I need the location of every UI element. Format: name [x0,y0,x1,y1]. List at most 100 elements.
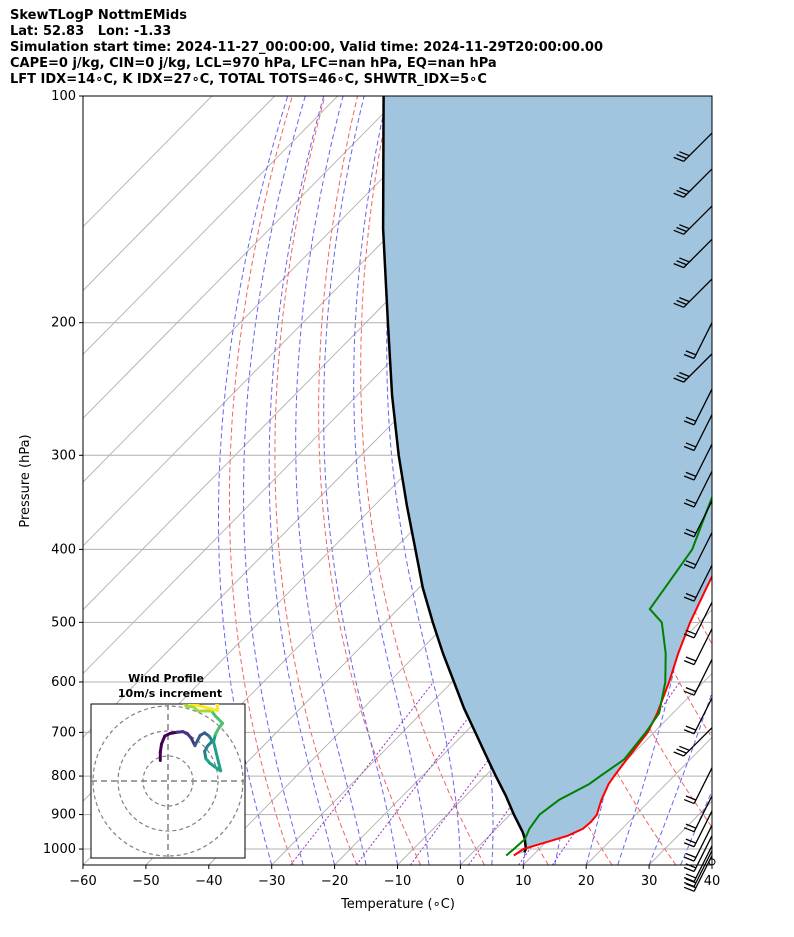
barb-feather [679,151,690,157]
barb-staff [693,470,713,508]
barb-feather [676,153,687,160]
barb-feather [673,751,684,757]
barb-feather [683,881,695,888]
barb-feather [685,471,697,478]
barb-feather [683,827,695,833]
y-tick-label: 900 [51,808,76,823]
barb-feather [685,873,697,879]
y-tick-label: 500 [51,615,76,630]
barb-staff [683,238,713,269]
wind-barb [683,470,713,508]
barb-feather [685,863,697,869]
x-axis: −60 −50 −40 −30 −20 −10 0 10 20 30 40 [69,865,720,889]
barb-feather [683,353,695,360]
barb-feather [685,442,697,448]
dry-adiabat [748,96,794,865]
moist-adiabat [268,96,336,865]
temperature-profile-line [513,574,712,857]
barb-staff [693,850,713,887]
hodograph-ring [117,730,219,832]
y-tick-label: 700 [51,725,76,740]
x-tick-label: −60 [69,874,96,889]
barb-staff [693,565,713,602]
wind-barb [683,388,713,426]
hodograph-title: Wind Profile [128,672,204,685]
wind-barb [673,168,713,198]
y-tick-label: 400 [51,542,76,557]
x-tick-label: 30 [641,874,658,889]
wind-barb [673,727,713,757]
moist-adiabat [295,96,367,865]
x-tick-label: −40 [195,874,222,889]
wind-barb [683,697,713,735]
dry-adiabat [318,96,422,865]
dry-adiabat [274,96,358,865]
wind-barb [683,795,713,833]
barb-feather [685,823,697,829]
dry-adiabat [229,96,294,865]
hodograph-segment [213,714,225,725]
wind-barb [673,353,713,383]
barb-feather [685,498,697,505]
isotherm [711,864,712,865]
moist-adiabat [648,690,712,865]
isotherm [522,672,712,865]
barb-feather [676,260,687,266]
y-tick-label: 100 [51,89,76,104]
wind-barb [683,414,713,452]
wind-barb [673,238,713,269]
barb-staff [693,322,713,359]
wind-barbs [673,132,716,892]
barb-feather [676,189,687,196]
y-tick-label: 600 [51,675,76,690]
moist-adiabat [243,96,306,865]
barb-feather [683,475,695,481]
barb-feather [683,420,695,426]
y-tick-label: 300 [51,448,76,463]
y-axis-label: Pressure (hPa) [18,434,33,527]
barb-feather [685,656,697,662]
moist-adiabat [386,96,461,865]
barb-staff [693,443,713,481]
cape-line: CAPE=0 j/kg, CIN=0 j/kg, LCL=970 hPa, LF… [10,56,497,71]
barb-feather [683,502,695,508]
barb-feather [683,690,695,696]
isotherm [83,96,276,292]
wind-barb [683,500,713,538]
x-tick-label: 10 [515,874,532,889]
barb-feather [685,528,697,534]
mixing-ratio-line [355,681,497,865]
barb-feather [685,838,697,844]
barb-feather [676,299,687,306]
x-axis-label: Temperature (∘C) [340,897,455,912]
x-tick-label: −50 [132,874,159,889]
barb-staff [683,278,713,308]
wind-barb [683,565,713,602]
barb-feather [683,596,695,602]
barb-feather [683,876,695,883]
hodograph-segment [214,701,215,702]
barb-feather [683,866,695,873]
barb-staff [693,855,713,892]
barb-feather [685,416,697,422]
barb-feather [673,156,684,162]
location-line: Lat: 52.83 Lon: -1.33 [10,24,172,39]
isotherm [83,96,338,356]
isotherm [83,96,464,483]
wind-barb [683,628,713,666]
wind-barb [683,443,713,481]
moist-adiabat [711,863,712,865]
x-tick-label: −30 [258,874,285,889]
barb-staff [693,810,713,847]
barb-feather [685,687,697,693]
hodograph-segment [212,740,223,773]
dry-adiabat [716,96,794,865]
barb-feather [683,798,695,805]
barb-feather [679,745,690,751]
barb-staff [693,532,713,569]
barb-feather [679,224,690,230]
barb-feather [683,729,695,735]
barb-feather [679,297,690,303]
hodograph-segment [182,704,189,709]
